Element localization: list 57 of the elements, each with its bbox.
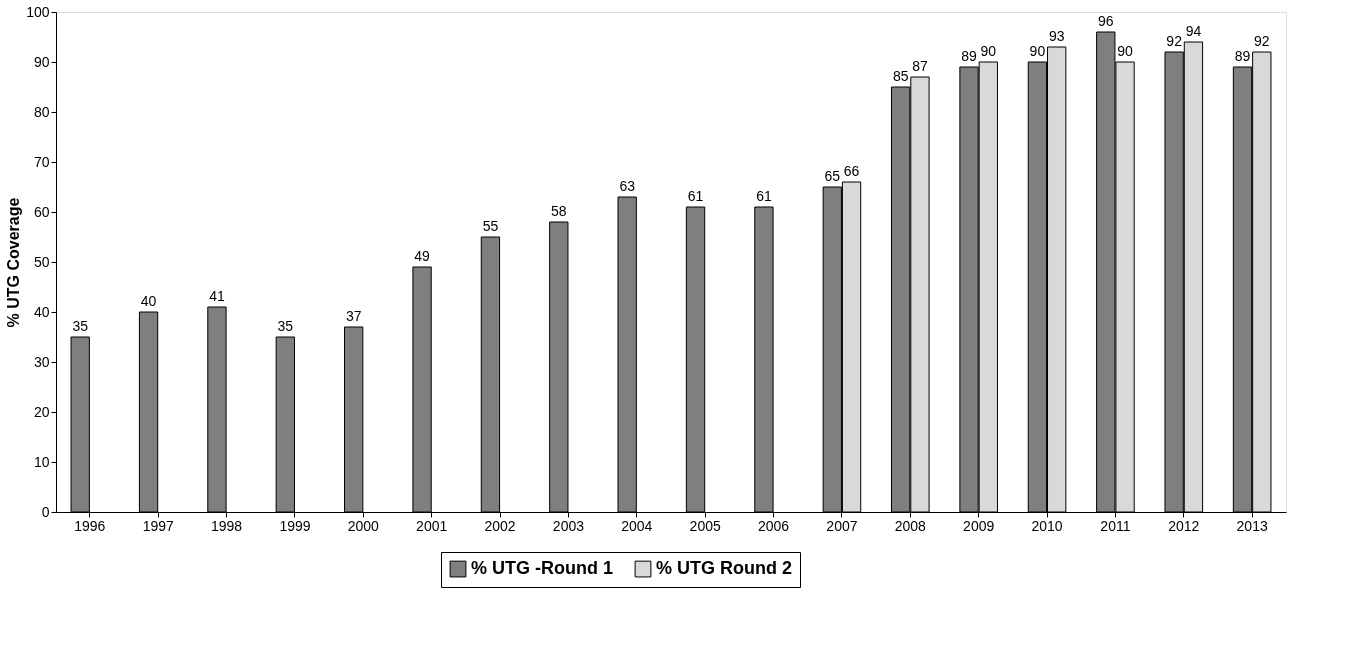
data-label: 35 (72, 318, 89, 334)
data-label: 87 (912, 58, 928, 74)
data-label: 92 (1254, 33, 1270, 49)
data-label: 90 (980, 43, 997, 59)
y-tick-label: 30 (33, 353, 50, 370)
data-label: 96 (1097, 13, 1114, 29)
y-tick-label: 70 (33, 153, 50, 170)
data-label: 92 (1166, 33, 1183, 49)
data-label: 85 (892, 68, 909, 84)
y-tick-label: 40 (33, 303, 50, 320)
y-tick-label: 20 (33, 403, 50, 420)
x-tick-label: 1997 (142, 517, 174, 534)
data-label: 65 (824, 168, 841, 184)
x-tick-label: 2012 (1168, 517, 1200, 534)
y-tick-label: 90 (33, 53, 50, 70)
x-tick-label: 2001 (416, 517, 448, 534)
y-tick-label: 10 (33, 453, 50, 470)
x-tick-label: 2008 (894, 517, 927, 534)
legend-label: % UTG Round 2 (656, 558, 792, 579)
x-tick-label: 2005 (689, 517, 721, 534)
x-tick-label: 2009 (963, 517, 995, 534)
data-label: 94 (1185, 23, 1202, 39)
x-tick-label: 2002 (484, 517, 516, 534)
data-label: 89 (1234, 48, 1251, 64)
x-tick-label: 2007 (826, 517, 858, 534)
data-label: 63 (619, 178, 636, 194)
data-label: 35 (277, 318, 294, 334)
data-label: 90 (1117, 43, 1134, 59)
data-label: 37 (345, 308, 362, 324)
y-tick-label: 0 (41, 503, 50, 520)
y-tick-label: 100 (26, 3, 50, 20)
y-tick-label: 80 (33, 103, 50, 120)
x-tick-label: 1998 (211, 517, 243, 534)
data-label: 55 (482, 218, 499, 234)
y-tick-label: 60 (33, 203, 50, 220)
data-label: 41 (209, 288, 225, 304)
x-tick-label: 1996 (74, 517, 106, 534)
x-tick-label: 2000 (347, 517, 380, 534)
x-tick-label: 2006 (757, 517, 790, 534)
y-tick-label: 50 (33, 253, 50, 270)
legend-label: % UTG -Round 1 (471, 558, 613, 579)
data-label: 49 (414, 248, 431, 264)
data-label: 61 (756, 188, 772, 204)
x-tick-label: 2010 (1031, 517, 1063, 534)
x-tick-label: 1999 (279, 517, 311, 534)
data-label: 66 (843, 163, 860, 179)
data-label: 90 (1029, 43, 1046, 59)
x-tick-label: 2004 (621, 517, 653, 534)
x-tick-label: 2003 (552, 517, 585, 534)
data-label: 58 (551, 203, 567, 219)
data-label: 89 (961, 48, 978, 64)
x-tick-label: 2013 (1236, 517, 1268, 534)
y-axis-title: % UTG Coverage (5, 197, 23, 328)
x-tick-label: 2011 (1100, 517, 1131, 534)
data-label: 40 (140, 293, 157, 309)
data-label: 61 (687, 188, 704, 204)
data-label: 93 (1048, 28, 1065, 44)
